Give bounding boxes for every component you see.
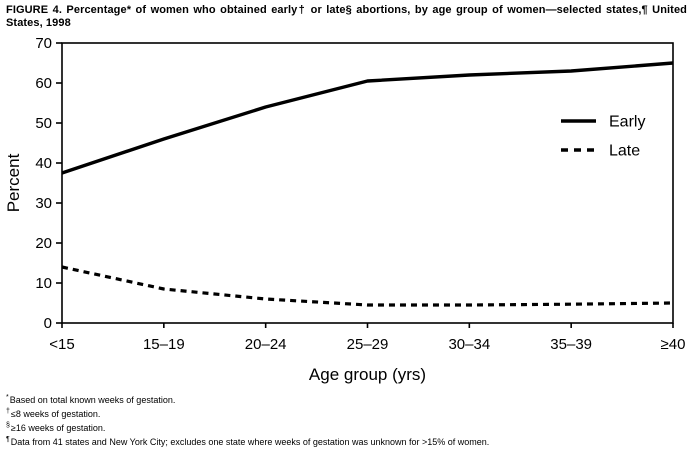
y-tick-label: 20 [35,235,52,252]
x-tick-label: 35–39 [550,336,592,353]
y-tick-label: 60 [35,75,52,92]
series-line-late [61,265,674,307]
figure-title-line1: FIGURE 4. Percentage* of women who obtai… [6,4,687,16]
legend-label-late: Late [609,143,640,160]
y-tick-label: 70 [35,35,52,52]
footnotes: *Based on total known weeks of gestation… [6,392,686,448]
x-tick-label: 15–19 [143,336,185,353]
x-tick-label: 30–34 [448,336,490,353]
x-tick-label: 20–24 [245,336,287,353]
x-tick-label: 25–29 [347,336,389,353]
series-line-early [61,61,674,175]
y-tick-label: 10 [35,275,52,292]
footnote: †≤8 weeks of gestation. [6,408,101,419]
footnote-marker: § [6,422,10,429]
y-tick-label: 40 [35,155,52,172]
y-tick-label: 30 [35,195,52,212]
footnote: *Based on total known weeks of gestation… [6,394,176,405]
x-tick-label: <15 [49,336,74,353]
x-tick-label: ≥40 [661,336,686,353]
footnote-marker: † [6,408,10,415]
y-tick-label: 0 [44,315,52,332]
figure-title: FIGURE 4. Percentage* of women who obtai… [6,4,687,30]
figure-title-line2: States, 1998 [6,17,71,29]
footnote: ¶Data from 41 states and New York City; … [6,436,490,447]
plot-border [61,42,674,324]
y-tick-label: 50 [35,115,52,132]
footnote-marker: ¶ [6,436,10,443]
footnote: §≥16 weeks of gestation. [6,422,106,433]
x-axis-title: Age group (yrs) [309,365,426,384]
legend-label-early: Early [609,114,645,131]
footnote-marker: * [6,394,9,401]
y-axis-title: Percent [4,153,23,212]
chart-canvas: 0 10 20 30 40 50 60 70 <15 15–19 20–24 25–29 30–34 35… [4,35,686,384]
